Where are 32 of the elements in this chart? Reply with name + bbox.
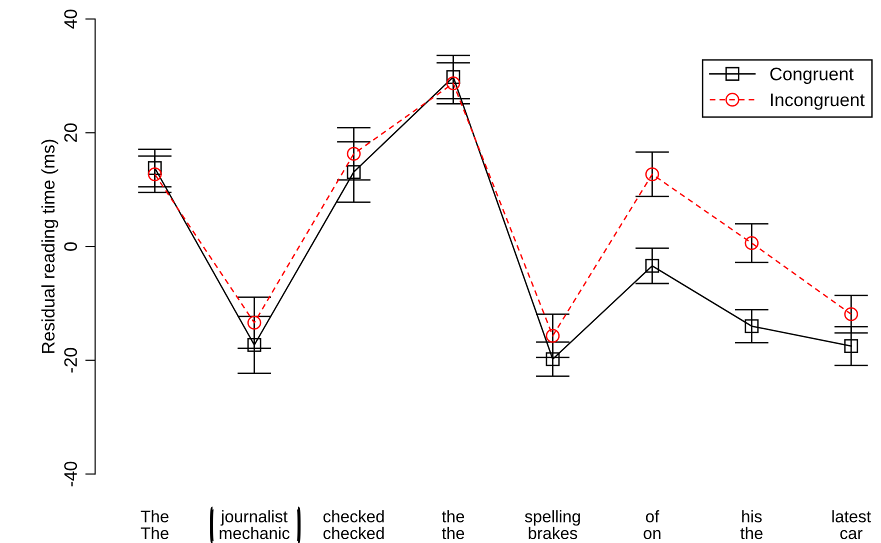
point <box>645 258 660 273</box>
x-tick-label: of on <box>644 510 660 540</box>
x-tick-label: The The <box>140 510 168 540</box>
x-tick-label: spelling brakes <box>524 510 580 540</box>
point <box>247 316 262 330</box>
point <box>446 70 460 84</box>
point <box>844 307 858 322</box>
x-tick-label: checked checked <box>323 510 384 540</box>
point <box>346 165 361 179</box>
point <box>148 167 162 182</box>
x-tick-label: journalist mechanic <box>220 510 290 540</box>
x-tick-label: his the <box>740 510 763 540</box>
x-tick-label: the the <box>442 510 464 540</box>
y-tick-label: 0 <box>64 242 77 251</box>
y-tick-label: -40 <box>64 462 77 486</box>
point <box>546 328 560 343</box>
point <box>844 339 858 354</box>
point <box>546 352 560 366</box>
y-tick-label: 40 <box>64 10 77 29</box>
point <box>446 76 460 90</box>
point <box>247 338 262 352</box>
legend-label: Congruent <box>770 68 854 84</box>
legend-label: Incongruent <box>771 94 865 110</box>
y-tick-label: 20 <box>64 123 77 142</box>
y-tick-label: -20 <box>64 348 77 373</box>
point <box>346 146 361 161</box>
y-axis-title: Residual reading time (ms) <box>41 140 58 353</box>
point <box>148 161 162 175</box>
point <box>744 236 759 250</box>
point <box>744 319 759 334</box>
x-tick-label: latest car <box>832 510 871 540</box>
point <box>645 167 660 182</box>
